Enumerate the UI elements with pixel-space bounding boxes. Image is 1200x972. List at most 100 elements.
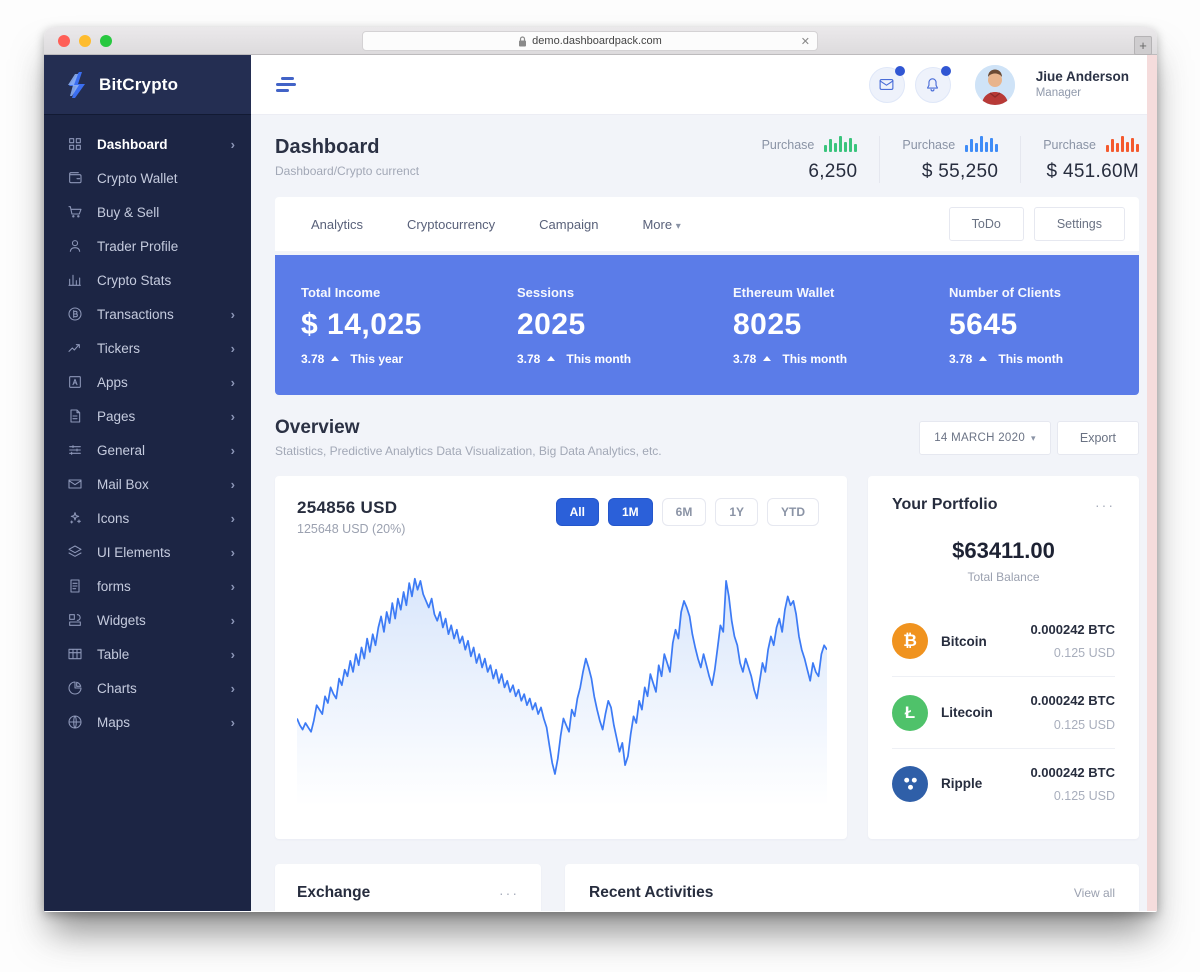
exchange-menu-icon[interactable]: ··· xyxy=(499,885,519,901)
sidebar-item-charts[interactable]: Charts › xyxy=(44,671,251,705)
portfolio-title: Your Portfolio xyxy=(892,496,998,513)
chevron-down-icon: ▾ xyxy=(675,220,681,232)
coin-amount: 0.000242 BTC xyxy=(1030,622,1115,637)
sliders-icon xyxy=(66,442,83,459)
sidebar-item-label: Icons xyxy=(97,510,130,526)
kpi-period: This year xyxy=(350,351,404,366)
range-1y[interactable]: 1Y xyxy=(715,498,758,526)
sidebar-item-general[interactable]: General › xyxy=(44,433,251,467)
kpi-delta: 3.78 xyxy=(949,351,973,366)
activities-title: Recent Activities xyxy=(589,884,714,901)
form-icon xyxy=(66,578,83,595)
stats-icon xyxy=(66,272,83,289)
kpi-number-of-clients: Number of Clients 5645 3.78 This month xyxy=(949,284,1064,366)
overview-chart-card: 254856 USD 125648 USD (20%) All 1M 6M 1Y YTD xyxy=(275,476,847,839)
tab-cryptocurrency[interactable]: Cryptocurrency xyxy=(407,216,496,232)
kpi-total-income: Total Income $ 14,025 3.78 This year xyxy=(301,284,422,366)
sidebar-item-maps[interactable]: Maps › xyxy=(44,705,251,739)
envelope-icon xyxy=(66,476,83,493)
tab-campaign[interactable]: Campaign xyxy=(539,216,599,232)
coin-row-litecoin[interactable]: Ł Litecoin 0.000242 BTC 0.125 USD xyxy=(892,677,1115,749)
messages-badge xyxy=(894,65,905,76)
sidebar-item-crypto-wallet[interactable]: Crypto Wallet xyxy=(44,161,251,195)
hamburger-menu-icon[interactable] xyxy=(276,74,298,95)
sidebar-item-label: forms xyxy=(97,578,131,594)
tab-more[interactable]: More ▾ xyxy=(642,216,681,232)
sidebar-item-icons[interactable]: Icons › xyxy=(44,501,251,535)
sidebar-item-table[interactable]: Table › xyxy=(44,637,251,671)
messages-button[interactable] xyxy=(868,65,905,103)
range-1m[interactable]: 1M xyxy=(607,498,653,526)
kpi-period: This month xyxy=(998,351,1064,366)
sidebar-item-tickers[interactable]: Tickers › xyxy=(44,331,251,365)
sidebar-item-label: Widgets xyxy=(97,612,146,628)
kpi-sessions: Sessions 2025 3.78 This month xyxy=(517,284,632,366)
sidebar-item-trader-profile[interactable]: Trader Profile xyxy=(44,229,251,263)
sidebar-item-apps[interactable]: Apps › xyxy=(44,365,251,399)
sidebar-item-ui-elements[interactable]: UI Elements › xyxy=(44,535,251,569)
sidebar-item-crypto-stats[interactable]: Crypto Stats xyxy=(44,263,251,297)
purchase-stats: Purchase 6,250 Purchase $ 55,250 Purchase $ 4… xyxy=(740,136,1139,183)
sidebar-item-pages[interactable]: Pages › xyxy=(44,399,251,433)
portfolio-menu-icon[interactable]: ··· xyxy=(1095,497,1115,513)
tabs: Analytics Cryptocurrency Campaign xyxy=(311,217,642,232)
sidebar: BitCrypto Dashboard › Crypto Wallet Buy & S… xyxy=(44,55,251,911)
window-close-button[interactable] xyxy=(58,34,70,47)
page-scrollbar[interactable] xyxy=(1147,55,1157,911)
sparkles-icon xyxy=(66,510,83,527)
main-pane: Jiue Anderson Manager Dashboard Dashboar… xyxy=(251,55,1157,911)
window-controls xyxy=(58,34,112,47)
coin-amount: 0.000242 BTC xyxy=(1030,693,1115,709)
page-head: Dashboard Dashboard/Crypto currenct Purc… xyxy=(275,115,1139,197)
sidebar-item-buy-sell[interactable]: Buy & Sell xyxy=(44,195,251,229)
sidebar-item-label: General xyxy=(97,442,146,458)
portfolio-balance: $63411.00 xyxy=(952,538,1055,563)
sidebar-item-transactions[interactable]: Transactions › xyxy=(44,297,251,331)
avatar[interactable] xyxy=(974,64,1015,105)
window-zoom-button[interactable] xyxy=(100,34,112,47)
user-icon xyxy=(66,238,83,255)
ripple-icon xyxy=(892,765,928,802)
coin-amount: 0.000242 BTC xyxy=(1030,764,1115,780)
export-button[interactable]: Export xyxy=(1056,420,1139,455)
sidebar-item-label: Dashboard xyxy=(97,136,168,152)
notifications-button[interactable] xyxy=(914,65,951,103)
user-info[interactable]: Jiue Anderson Manager xyxy=(1036,69,1129,100)
new-tab-button[interactable]: + xyxy=(1134,36,1152,55)
purchase-stat: Purchase 6,250 xyxy=(740,136,880,183)
sidebar-item-widgets[interactable]: Widgets › xyxy=(44,603,251,637)
chevron-right-icon: › xyxy=(230,646,235,662)
chevron-right-icon: › xyxy=(230,544,235,560)
settings-button[interactable]: Settings xyxy=(1033,207,1125,241)
todo-button[interactable]: ToDo xyxy=(948,207,1024,241)
widget-icon xyxy=(66,612,83,629)
coin-row-ripple[interactable]: Ripple 0.000242 BTC 0.125 USD xyxy=(892,749,1115,819)
range-all[interactable]: All xyxy=(555,498,599,526)
range-filters: All 1M 6M 1Y YTD xyxy=(555,498,819,526)
tab-analytics[interactable]: Analytics xyxy=(311,216,364,232)
coin-list: ₿ Bitcoin 0.000242 BTC 0.125 USD Ł Litecoin 0.… xyxy=(892,606,1115,819)
range-ytd[interactable]: YTD xyxy=(767,498,819,526)
view-all-link[interactable]: View all xyxy=(1073,886,1115,900)
date-filter-button[interactable]: 14 MARCH 2020 ▾ xyxy=(919,420,1051,455)
kpi-period: This month xyxy=(782,351,848,366)
table-icon xyxy=(66,646,83,663)
brand[interactable]: BitCrypto xyxy=(44,55,251,115)
window-minimize-button[interactable] xyxy=(79,34,91,47)
sidebar-item-label: Pages xyxy=(97,408,136,424)
url-bar[interactable]: demo.dashboardpack.com ✕ xyxy=(362,31,818,51)
sidebar-item-dashboard[interactable]: Dashboard › xyxy=(44,127,251,161)
sidebar-item-forms[interactable]: forms › xyxy=(44,569,251,603)
envelope-icon xyxy=(879,78,894,91)
trend-icon xyxy=(66,340,83,357)
chevron-down-icon: ▾ xyxy=(1031,432,1036,443)
sidebar-item-mail-box[interactable]: Mail Box › xyxy=(44,467,251,501)
coin-row-bitcoin[interactable]: ₿ Bitcoin 0.000242 BTC 0.125 USD xyxy=(892,606,1115,678)
sidebar-item-label: Transactions xyxy=(97,306,174,322)
coin-usd: 0.125 USD xyxy=(1053,788,1115,803)
chevron-right-icon: › xyxy=(230,374,235,390)
coin-name: Ripple xyxy=(941,776,983,792)
browser-titlebar: demo.dashboardpack.com ✕ + xyxy=(44,27,1157,55)
range-6m[interactable]: 6M xyxy=(661,498,707,526)
clear-url-icon[interactable]: ✕ xyxy=(800,35,810,48)
